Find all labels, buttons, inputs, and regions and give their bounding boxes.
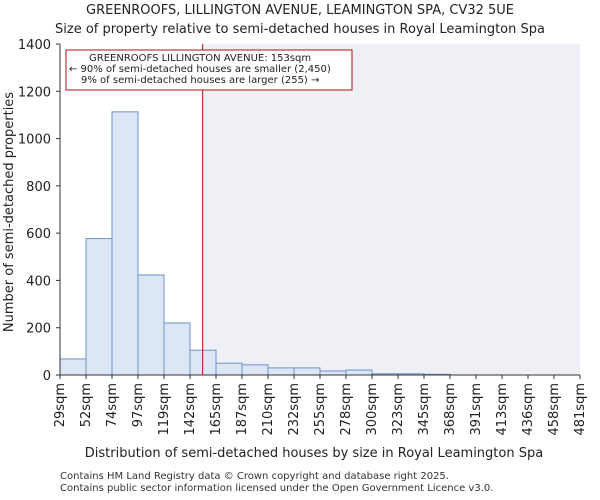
bar-29sqm [59, 358, 87, 376]
x-tick-label: 368sqm [443, 383, 458, 436]
bar-187sqm [241, 364, 269, 376]
x-tick-label: 142sqm [183, 383, 198, 436]
x-tick-label: 165sqm [209, 383, 224, 436]
footer-licence: Contains public sector information licen… [60, 483, 494, 494]
x-tick-label: 323sqm [391, 383, 406, 436]
x-tick-label: 255sqm [313, 383, 328, 436]
x-tick-label: 413sqm [495, 383, 510, 436]
annotation-line-2: ← 90% of semi-detached houses are smalle… [69, 64, 331, 75]
bar-278sqm [345, 369, 373, 376]
x-tick-label: 436sqm [521, 383, 536, 436]
bar-210sqm [267, 367, 295, 376]
annotation-line-3: 9% of semi-detached houses are larger (2… [81, 75, 319, 86]
bar-74sqm [111, 111, 139, 376]
x-tick-label: 97sqm [131, 383, 146, 427]
y-ticks: 0 200 400 600 800 1000 1200 1400 [18, 38, 60, 384]
x-tick-label: 278sqm [339, 383, 354, 436]
bar-119sqm [163, 322, 191, 376]
bar-232sqm [293, 367, 321, 376]
y-tick-label: 1000 [18, 133, 51, 148]
y-tick-label: 1400 [18, 38, 51, 53]
y-tick-label: 600 [26, 227, 51, 242]
y-tick-label: 0 [43, 369, 51, 384]
x-tick-label: 52sqm [79, 383, 94, 427]
x-tick-label: 232sqm [287, 383, 302, 436]
bar-255sqm [319, 370, 347, 376]
y-tick-label: 200 [26, 322, 51, 337]
x-tick-label: 119sqm [157, 383, 172, 436]
bar-52sqm [85, 238, 113, 376]
y-tick-label: 400 [26, 274, 51, 289]
x-ticks: 29sqm 52sqm 74sqm 97sqm 119sqm 142sqm 165sqm 18… [53, 375, 588, 436]
bar-97sqm [137, 274, 165, 376]
x-tick-label: 300sqm [365, 383, 380, 436]
bars-group [59, 111, 451, 376]
x-tick-label: 391sqm [469, 383, 484, 436]
x-tick-label: 458sqm [547, 383, 562, 436]
bar-165sqm [215, 362, 243, 376]
larger-property-shade [202, 44, 581, 375]
x-tick-label: 74sqm [105, 383, 120, 427]
y-tick-label: 1200 [18, 85, 51, 100]
y-axis-label: Number of semi-detached properties [2, 92, 17, 332]
x-axis-label: Distribution of semi-detached houses by … [85, 446, 543, 461]
annotation-box [65, 49, 353, 91]
x-tick-label: 187sqm [235, 383, 250, 436]
x-tick-label: 345sqm [417, 383, 432, 436]
chart-title: GREENROOFS, LILLINGTON AVENUE, LEAMINGTO… [86, 3, 514, 18]
annotation-line-1: GREENROOFS LILLINGTON AVENUE: 153sqm [89, 53, 311, 64]
x-tick-label: 210sqm [261, 383, 276, 436]
footer-copyright: Contains HM Land Registry data © Crown c… [60, 471, 449, 482]
y-tick-label: 800 [26, 180, 51, 195]
x-tick-label: 481sqm [573, 383, 588, 436]
x-tick-label: 29sqm [53, 383, 68, 427]
chart-subtitle: Size of property relative to semi-detach… [55, 22, 545, 37]
